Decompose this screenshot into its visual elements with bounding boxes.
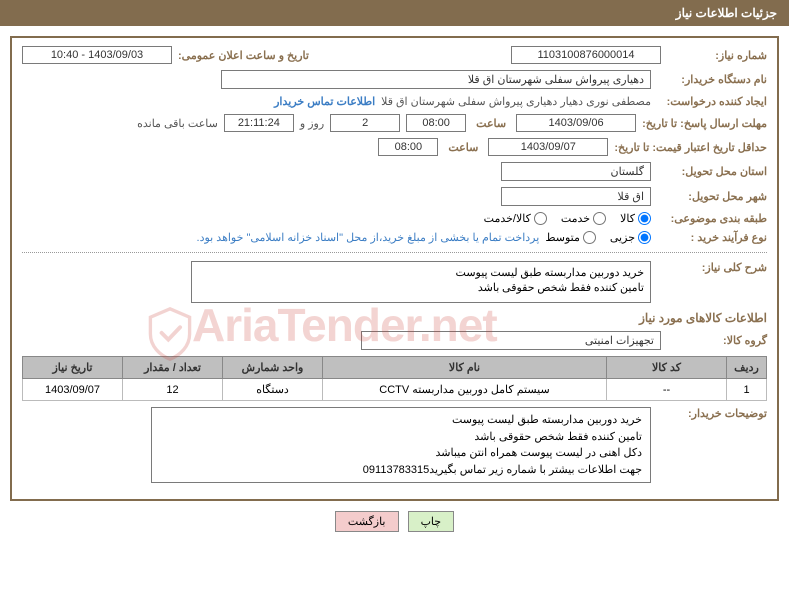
back-button[interactable]: بازگشت: [335, 511, 399, 532]
table-cell: دستگاه: [223, 379, 323, 401]
category-radio-0[interactable]: کالا: [620, 212, 651, 225]
buyer-notes-box: خرید دوربین مداربسته طبق لیست پیوستتامین…: [151, 407, 651, 483]
table-cell: --: [607, 379, 727, 401]
table-cell: سیستم کامل دوربین مداربسته CCTV: [323, 379, 607, 401]
table-cell: 12: [123, 379, 223, 401]
province-label: استان محل تحویل:: [657, 165, 767, 178]
buyer-org-field: دهیاری پیرواش سفلی شهرستان اق قلا: [221, 70, 651, 89]
city-label: شهر محل تحویل:: [657, 190, 767, 203]
buyer-contact-link[interactable]: اطلاعات تماس خریدار: [274, 95, 375, 108]
process-radio-1[interactable]: متوسط: [545, 231, 596, 244]
validity-date-field: 1403/09/07: [488, 138, 608, 156]
day-and-text: روز و: [300, 117, 324, 130]
buyer-org-label: نام دستگاه خریدار:: [657, 73, 767, 86]
process-radio-group: جزیی متوسط: [545, 231, 651, 244]
city-field: اق قلا: [501, 187, 651, 206]
validity-hour-field: 08:00: [378, 138, 438, 156]
items-table: ردیفکد کالانام کالاواحد شمارشتعداد / مقد…: [22, 356, 767, 401]
main-form: AriaTender.net شماره نیاز: 1103100876000…: [10, 36, 779, 501]
category-label: طبقه بندی موضوعی:: [657, 212, 767, 225]
group-label: گروه کالا:: [667, 334, 767, 347]
table-header: تعداد / مقدار: [123, 357, 223, 379]
response-hour-field: 08:00: [406, 114, 466, 132]
response-deadline-label: مهلت ارسال پاسخ: تا تاریخ:: [642, 117, 767, 130]
print-button[interactable]: چاپ: [408, 511, 455, 532]
process-radio-0[interactable]: جزیی: [610, 231, 651, 244]
remain-time-field: 21:11:24: [224, 114, 294, 132]
page-header: جزئیات اطلاعات نیاز: [0, 0, 789, 26]
announce-label: تاریخ و ساعت اعلان عمومی:: [178, 49, 309, 62]
table-header: نام کالا: [323, 357, 607, 379]
category-radio-2[interactable]: کالا/خدمت: [484, 212, 547, 225]
summary-label: شرح کلی نیاز:: [657, 261, 767, 274]
page-title: جزئیات اطلاعات نیاز: [676, 6, 777, 20]
process-label: نوع فرآیند خرید :: [657, 231, 767, 244]
buyer-notes-label: توضیحات خریدار:: [657, 407, 767, 420]
category-radio-group: کالا خدمت کالا/خدمت: [484, 212, 651, 225]
remain-days-field: 2: [330, 114, 400, 132]
category-radio-1[interactable]: خدمت: [561, 212, 606, 225]
table-row: 1--سیستم کامل دوربین مداربسته CCTVدستگاه…: [23, 379, 767, 401]
table-header: کد کالا: [607, 357, 727, 379]
need-number-label: شماره نیاز:: [667, 49, 767, 62]
table-header: واحد شمارش: [223, 357, 323, 379]
hour-label-1: ساعت: [472, 117, 510, 130]
button-row: چاپ بازگشت: [0, 511, 789, 532]
process-note: پرداخت تمام یا بخشی از مبلغ خرید،از محل …: [197, 231, 540, 244]
group-field: تجهیزات امنیتی: [361, 331, 661, 350]
province-field: گلستان: [501, 162, 651, 181]
requester-label: ایجاد کننده درخواست:: [657, 95, 767, 108]
table-cell: 1403/09/07: [23, 379, 123, 401]
need-number-field: 1103100876000014: [511, 46, 661, 64]
summary-textarea[interactable]: [191, 261, 651, 303]
remain-suffix-text: ساعت باقی مانده: [137, 117, 218, 130]
table-header: تاریخ نیاز: [23, 357, 123, 379]
hour-label-2: ساعت: [444, 141, 482, 154]
validity-label: حداقل تاریخ اعتبار قیمت: تا تاریخ:: [614, 141, 767, 154]
requester-value: مصطفی نوری دهیار دهیاری پیرواش سفلی شهرس…: [381, 95, 651, 108]
table-cell: 1: [727, 379, 767, 401]
table-header: ردیف: [727, 357, 767, 379]
divider-1: [22, 252, 767, 253]
items-section-title: اطلاعات کالاهای مورد نیاز: [22, 311, 767, 325]
announce-field: 1403/09/03 - 10:40: [22, 46, 172, 64]
response-date-field: 1403/09/06: [516, 114, 636, 132]
